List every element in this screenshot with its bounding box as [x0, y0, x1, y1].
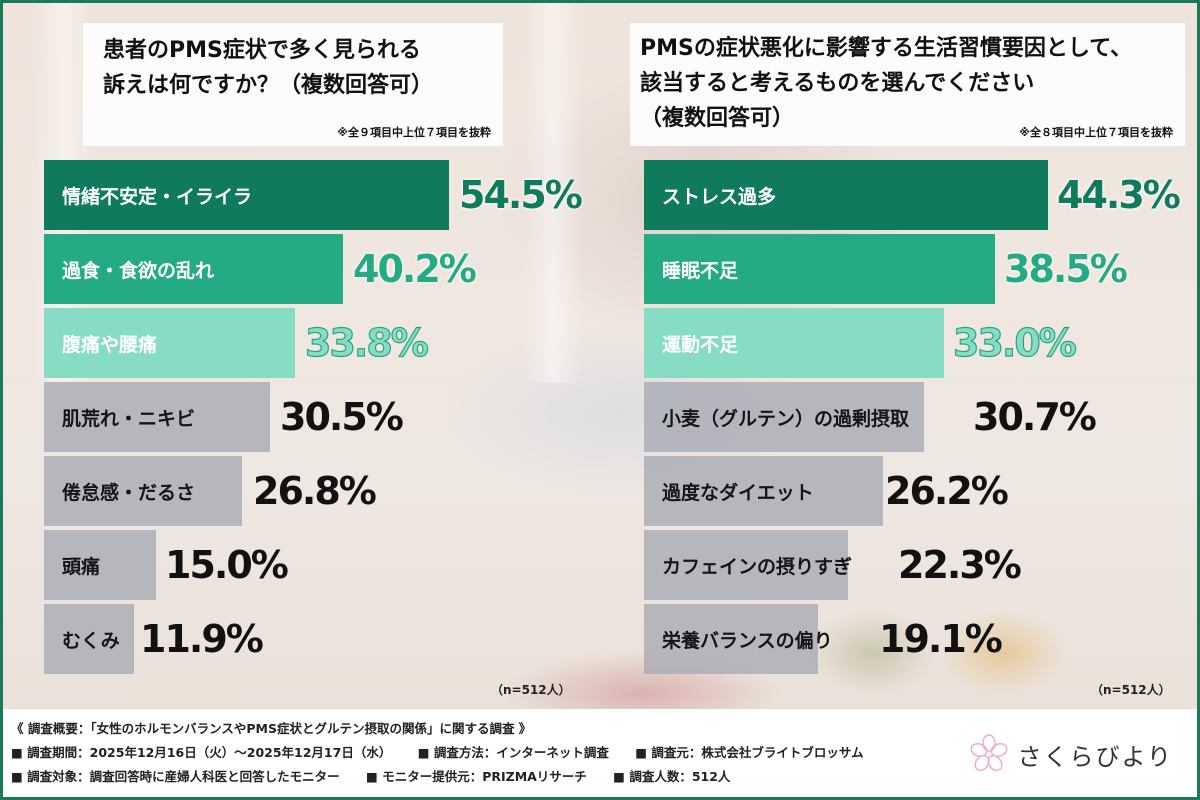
bar-label: 栄養バランスの偏り [662, 629, 833, 652]
bar-value: 11.9% [140, 617, 264, 661]
bar-right-4: 小麦（グルテン）の過剰摂取 [644, 382, 924, 452]
bar-left-5: 倦怠感・だるさ [44, 456, 242, 526]
bar-left-3: 腹痛や腰痛 [44, 308, 295, 378]
bar-label: ストレス過多 [662, 185, 777, 208]
bar-value: 19.1% [879, 617, 1003, 661]
bar-value: 15.0% [165, 543, 289, 587]
survey-period: ■ 調査期間：2025年12月16日（火）～2025年12月17日（水） [11, 745, 392, 760]
brand-logo: さくらびより [969, 733, 1173, 776]
brand-name: さくらびより [1017, 743, 1173, 771]
bar-value: 38.5% [1004, 247, 1128, 291]
survey-summary: 《 調査概要：「女性のホルモンバランスやPMS症状とグルテン摂取の関係」に関する… [11, 721, 532, 736]
bar-value: 54.5% [459, 173, 583, 217]
background-decoration [523, 3, 583, 383]
left-chart-title: 患者のPMS症状で多く見られる 訴えは何ですか？（複数回答可） [103, 38, 434, 98]
bar-value: 26.2% [885, 469, 1009, 513]
bar-label: 過食・食欲の乱れ [62, 259, 215, 282]
right-chart-note: ※全８項目中上位７項目を抜粋 [1019, 126, 1173, 139]
bar-label: むくみ [62, 629, 120, 652]
sakura-flower-icon [969, 733, 1009, 776]
bar-label: 睡眠不足 [662, 259, 739, 282]
bar-left-2: 過食・食欲の乱れ [44, 234, 343, 304]
bar-label: 情緒不安定・イライラ [62, 185, 253, 208]
left-chart-title-box: 患者のPMS症状で多く見られる 訴えは何ですか？（複数回答可） ※全９項目中上位… [83, 23, 503, 146]
right-sample-size: （n=512人） [1091, 683, 1171, 697]
survey-target: ■ 調査対象：調査回答時に産婦人科医と回答したモニター [11, 769, 340, 784]
bar-value: 44.3% [1057, 173, 1181, 217]
bar-value: 30.5% [280, 395, 404, 439]
bar-left-4: 肌荒れ・ニキビ [44, 382, 270, 452]
survey-count: ■ 調査人数：512人 [613, 769, 731, 784]
left-sample-size: （n=512人） [491, 683, 571, 697]
bar-value: 26.8% [253, 469, 377, 513]
bar-label: 運動不足 [662, 333, 739, 356]
bar-value: 30.7% [973, 395, 1097, 439]
bar-value: 22.3% [898, 543, 1022, 587]
bar-label: カフェインの摂りすぎ [662, 555, 853, 578]
right-chart-title-box: PMSの症状悪化に影響する生活習慣要因として、 該当すると考えるものを選んでくだ… [630, 23, 1185, 146]
bar-left-6: 頭痛 [44, 530, 156, 600]
bar-left-1: 情緒不安定・イライラ [44, 160, 449, 230]
survey-details-row-1: ■ 調査期間：2025年12月16日（火）～2025年12月17日（水） ■ 調… [11, 741, 1197, 765]
survey-source: ■ 調査元：株式会社ブライトブロッサム [635, 745, 864, 760]
left-chart-note: ※全９項目中上位７項目を抜粋 [337, 126, 491, 139]
right-chart-title: PMSの症状悪化に影響する生活習慣要因として、 該当すると考えるものを選んでくだ… [640, 36, 1133, 131]
bar-label: 肌荒れ・ニキビ [62, 407, 196, 430]
bar-label: 小麦（グルテン）の過剰摂取 [662, 407, 910, 430]
bar-value: 33.8% [304, 320, 429, 365]
bar-label: 過度なダイエット [662, 481, 814, 504]
bar-label: 頭痛 [62, 555, 101, 578]
bar-right-6: カフェインの摂りすぎ [644, 530, 852, 600]
survey-details-row-2: ■ 調査対象：調査回答時に産婦人科医と回答したモニター ■ モニター提供元：PR… [11, 765, 1197, 789]
bar-right-5: 過度なダイエット [644, 456, 883, 526]
bar-right-2: 睡眠不足 [644, 234, 995, 304]
survey-footer: 《 調査概要：「女性のホルモンバランスやPMS症状とグルテン摂取の関係」に関する… [3, 709, 1197, 797]
bar-right-1: ストレス過多 [644, 160, 1048, 230]
bar-label: 倦怠感・だるさ [62, 481, 196, 504]
survey-method: ■ 調査方法：インターネット調査 [417, 745, 609, 760]
infographic-canvas: 患者のPMS症状で多く見られる 訴えは何ですか？（複数回答可） ※全９項目中上位… [3, 3, 1197, 797]
bar-left-7: むくみ [44, 604, 134, 674]
bar-label: 腹痛や腰痛 [62, 333, 158, 356]
bar-right-3: 運動不足 [644, 308, 944, 378]
bar-right-7: 栄養バランスの偏り [644, 604, 833, 674]
bar-value: 40.2% [353, 247, 477, 291]
survey-provider: ■ モニター提供元：PRIZMAリサーチ [366, 769, 587, 784]
bar-value: 33.0% [952, 320, 1077, 365]
